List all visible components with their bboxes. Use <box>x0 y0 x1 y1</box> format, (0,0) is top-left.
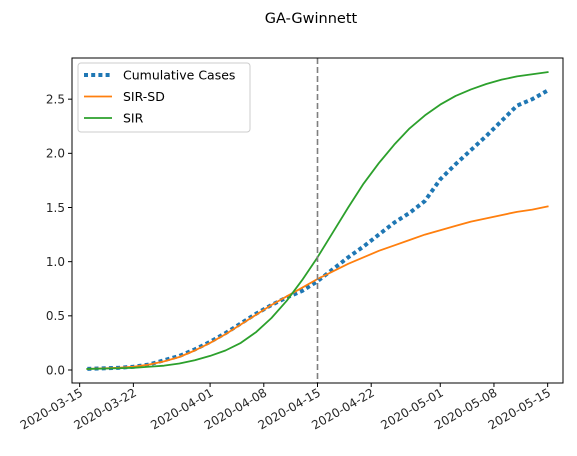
y-tick-label: 2.0 <box>46 147 65 161</box>
y-tick-label: 1.0 <box>46 255 65 269</box>
legend: Cumulative Cases SIR-SD SIR <box>77 62 251 133</box>
y-tick-label: 0.0 <box>46 363 65 377</box>
y-tick-label: 0.5 <box>46 309 65 323</box>
legend-label: SIR <box>123 111 144 126</box>
y-tick-label: 2.5 <box>46 92 65 106</box>
legend-label: SIR-SD <box>123 89 165 104</box>
plot-area <box>86 58 549 383</box>
legend-label: Cumulative Cases <box>123 68 235 83</box>
series-line-0 <box>87 88 549 371</box>
chart-title: GA-Gwinnett <box>265 11 358 27</box>
legend-box <box>77 62 251 133</box>
y-tick-label: 1.5 <box>46 201 65 215</box>
